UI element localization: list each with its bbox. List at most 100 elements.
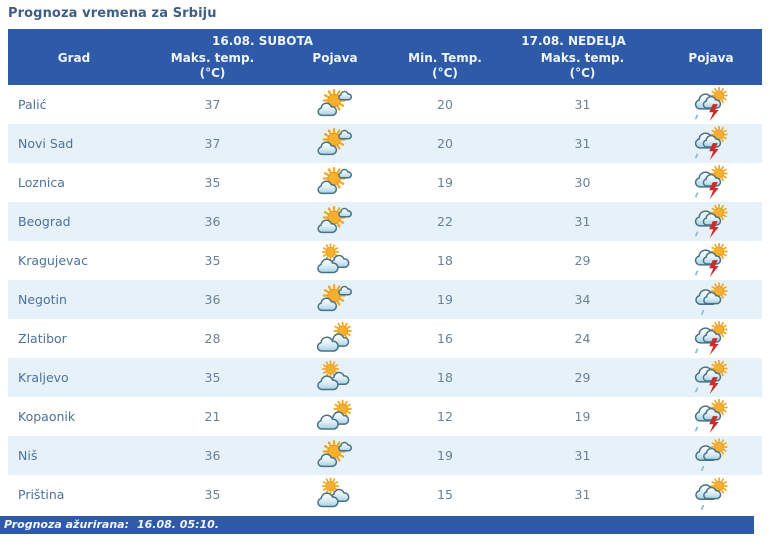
sun-weather-cell xyxy=(660,436,762,475)
city-cell: Beograd xyxy=(18,214,71,229)
sun-min-cell: 19 xyxy=(437,292,453,307)
city-cell: Zlatibor xyxy=(18,331,67,346)
sat-max-cell: 37 xyxy=(204,97,221,112)
sat-weather-cell xyxy=(285,124,385,163)
city-cell: Novi Sad xyxy=(18,136,74,151)
sat-weather-cell xyxy=(285,202,385,241)
sun-min-cell: 19 xyxy=(437,175,453,190)
shower-icon xyxy=(691,477,731,513)
col-header-grad: Grad xyxy=(8,51,140,80)
storm-icon xyxy=(691,321,731,357)
weather-forecast-page: Prognoza vremena za Srbiju 16.08. SUBOTA… xyxy=(0,6,762,534)
storm-icon xyxy=(691,87,731,123)
sun-weather-cell xyxy=(660,280,762,319)
col-header-sat-pojava: Pojava xyxy=(285,51,385,80)
storm-icon xyxy=(691,243,731,279)
table-row: Niš 36 19 31 xyxy=(8,436,762,475)
sat-weather-cell xyxy=(285,280,385,319)
shower-icon xyxy=(691,438,731,474)
sat-weather-cell xyxy=(285,163,385,202)
day-header-saturday: 16.08. SUBOTA xyxy=(212,34,313,48)
update-status-value: 16.08. 05:10. xyxy=(136,518,219,531)
sun-min-cell: 20 xyxy=(437,136,453,151)
sat-max-cell: 37 xyxy=(204,136,221,151)
sun-max-cell: 31 xyxy=(574,448,591,463)
sat-max-cell: 36 xyxy=(204,292,221,307)
col-header-sun-pojava-label: Pojava xyxy=(688,51,734,65)
col-header-sun-min-label: Min. Temp. xyxy=(408,51,482,65)
table-row: Priština 35 15 31 xyxy=(8,475,762,514)
mostly-sunny-icon xyxy=(315,282,355,318)
col-header-sun-min-temp: Min. Temp. (°C) xyxy=(385,51,505,80)
mostly-sunny-icon xyxy=(315,87,355,123)
sun-max-cell: 31 xyxy=(574,214,591,229)
table-row: Kragujevac 35 18 29 xyxy=(8,241,762,280)
mostly-sunny-icon xyxy=(315,126,355,162)
clouds-sun-icon xyxy=(315,477,355,513)
col-header-sat-max-unit: (°C) xyxy=(199,66,226,80)
sun-max-cell: 31 xyxy=(574,97,591,112)
update-status-label: Prognoza ažurirana: xyxy=(4,518,129,531)
column-header-row: Grad Maks. temp. (°C) Pojava Min. Temp. … xyxy=(8,49,762,85)
sun-max-cell: 34 xyxy=(574,292,591,307)
city-cell: Palić xyxy=(18,97,47,112)
col-header-sat-pojava-label: Pojava xyxy=(312,51,358,65)
sun-min-cell: 18 xyxy=(437,370,453,385)
mostly-sunny-icon xyxy=(315,204,355,240)
city-cell: Loznica xyxy=(18,175,65,190)
sun-min-cell: 19 xyxy=(437,448,453,463)
table-row: Kraljevo 35 18 29 xyxy=(8,358,762,397)
sun-weather-cell xyxy=(660,241,762,280)
city-cell: Kopaonik xyxy=(18,409,76,424)
city-cell: Niš xyxy=(18,448,38,463)
sun-weather-cell xyxy=(660,397,762,436)
day-header-spacer xyxy=(8,34,140,49)
update-status: Prognoza ažurirana: 16.08. 05:10. xyxy=(0,516,754,534)
sun-min-cell: 15 xyxy=(437,487,453,502)
storm-icon xyxy=(691,360,731,396)
forecast-rows: Palić 37 20 31 Novi Sad 37 20 31 Loznica… xyxy=(8,85,762,514)
shower-icon xyxy=(691,282,731,318)
day-header-sunday: 17.08. NEDELJA xyxy=(521,34,626,48)
sat-weather-cell xyxy=(285,85,385,124)
table-header: 16.08. SUBOTA 17.08. NEDELJA Grad Maks. … xyxy=(8,29,762,85)
page-title: Prognoza vremena za Srbiju xyxy=(8,6,217,21)
sat-max-cell: 35 xyxy=(204,487,221,502)
sat-max-cell: 36 xyxy=(204,448,221,463)
mostly-sunny-icon xyxy=(315,165,355,201)
clouds-sun-right-icon xyxy=(315,321,355,357)
sun-min-cell: 12 xyxy=(437,409,453,424)
sat-max-cell: 35 xyxy=(204,175,221,190)
city-cell: Priština xyxy=(18,487,65,502)
clouds-sun-right-icon xyxy=(315,399,355,435)
sun-max-cell: 30 xyxy=(574,175,591,190)
sun-weather-cell xyxy=(660,163,762,202)
sat-weather-cell xyxy=(285,241,385,280)
sun-weather-cell xyxy=(660,124,762,163)
sun-max-cell: 31 xyxy=(574,487,591,502)
sun-min-cell: 16 xyxy=(437,331,453,346)
sun-weather-cell xyxy=(660,319,762,358)
table-row: Kopaonik 21 12 19 xyxy=(8,397,762,436)
col-header-grad-label: Grad xyxy=(57,51,91,65)
sat-max-cell: 28 xyxy=(204,331,221,346)
clouds-sun-icon xyxy=(315,360,355,396)
sat-max-cell: 35 xyxy=(204,370,221,385)
sat-weather-cell xyxy=(285,475,385,514)
storm-icon xyxy=(691,126,731,162)
table-row: Novi Sad 37 20 31 xyxy=(8,124,762,163)
sat-max-cell: 21 xyxy=(204,409,221,424)
city-cell: Negotin xyxy=(18,292,67,307)
sun-weather-cell xyxy=(660,475,762,514)
storm-icon xyxy=(691,399,731,435)
sun-min-cell: 18 xyxy=(437,253,453,268)
storm-icon xyxy=(691,204,731,240)
city-cell: Kragujevac xyxy=(18,253,88,268)
sun-max-cell: 24 xyxy=(574,331,591,346)
sun-max-cell: 31 xyxy=(574,136,591,151)
sun-weather-cell xyxy=(660,85,762,124)
sat-weather-cell xyxy=(285,358,385,397)
sun-min-cell: 20 xyxy=(437,97,453,112)
storm-icon xyxy=(691,165,731,201)
table-row: Palić 37 20 31 xyxy=(8,85,762,124)
